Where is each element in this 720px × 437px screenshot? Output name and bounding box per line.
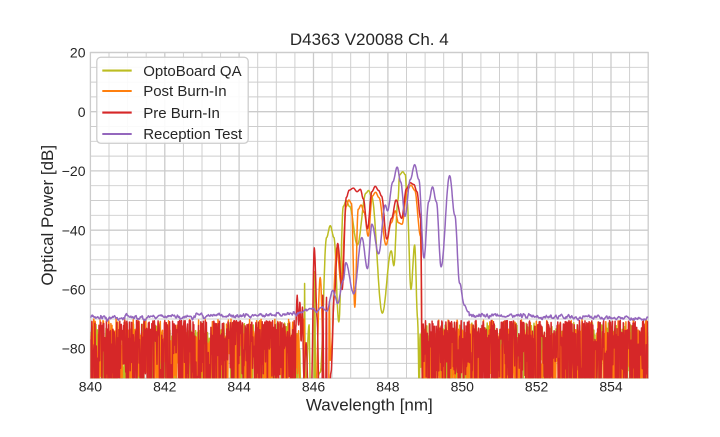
- svg-text:0: 0: [78, 104, 86, 120]
- svg-text:840: 840: [79, 378, 103, 394]
- svg-text:844: 844: [227, 378, 251, 394]
- svg-text:850: 850: [451, 378, 475, 394]
- svg-text:Wavelength [nm]: Wavelength [nm]: [306, 396, 433, 415]
- svg-text:Post Burn-In: Post Burn-In: [143, 83, 226, 100]
- svg-text:−60: −60: [62, 282, 86, 298]
- svg-text:Optical Power [dB]: Optical Power [dB]: [38, 145, 57, 286]
- svg-text:848: 848: [376, 378, 400, 394]
- svg-text:Pre Burn-In: Pre Burn-In: [143, 105, 220, 122]
- svg-text:D4363 V20088 Ch. 4: D4363 V20088 Ch. 4: [290, 30, 449, 49]
- svg-text:−80: −80: [62, 341, 86, 357]
- svg-text:20: 20: [70, 45, 86, 61]
- svg-text:842: 842: [153, 378, 177, 394]
- svg-text:846: 846: [302, 378, 326, 394]
- svg-text:852: 852: [525, 378, 549, 394]
- svg-text:Reception Test: Reception Test: [143, 126, 243, 143]
- svg-text:−20: −20: [62, 163, 86, 179]
- svg-text:OptoBoard QA: OptoBoard QA: [143, 63, 241, 80]
- svg-text:854: 854: [599, 378, 623, 394]
- svg-text:−40: −40: [62, 222, 86, 238]
